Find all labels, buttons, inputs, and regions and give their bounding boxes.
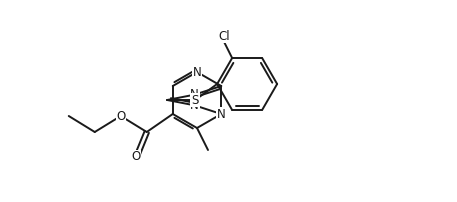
Text: Cl: Cl xyxy=(218,29,230,42)
Text: O: O xyxy=(131,150,140,163)
Text: S: S xyxy=(191,94,199,106)
Text: N: N xyxy=(190,99,199,112)
Text: N: N xyxy=(192,65,202,79)
Text: O: O xyxy=(116,109,125,122)
Text: N: N xyxy=(190,88,199,101)
Text: N: N xyxy=(217,107,226,121)
